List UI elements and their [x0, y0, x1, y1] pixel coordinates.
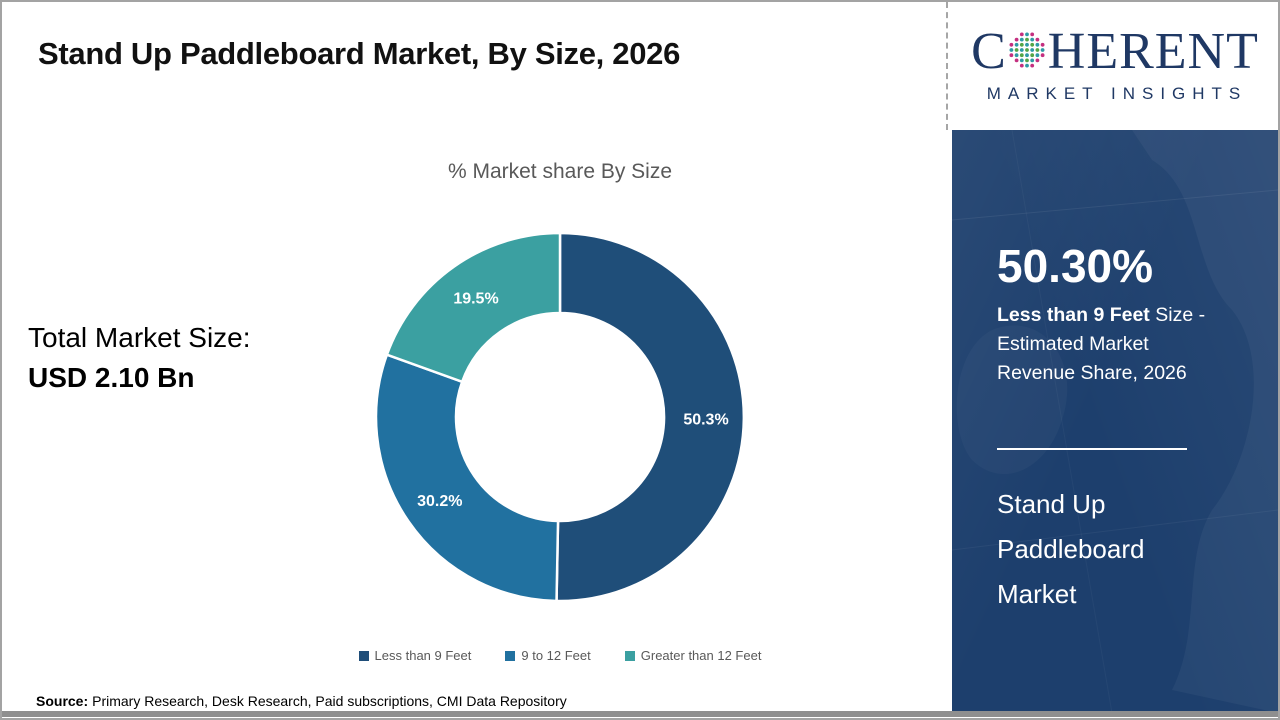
market-name: Stand Up Paddleboard Market [997, 488, 1145, 609]
logo-dot [1024, 53, 1029, 58]
logo-dot [1024, 58, 1029, 63]
legend-label: Less than 9 Feet [374, 648, 472, 663]
chart-legend: Less than 9 Feet 9 to 12 Feet Greater than… [230, 648, 890, 663]
logo-dot [1035, 58, 1040, 63]
source-text: Primary Research, Desk Research, Paid su… [92, 693, 567, 709]
logo-dot [1024, 42, 1029, 47]
legend-swatch [358, 650, 369, 661]
logo-dot [1014, 42, 1019, 47]
brand-wordmark: C HERENT [971, 26, 1259, 78]
logo-dot [1030, 42, 1034, 47]
logo-dot [1019, 63, 1024, 68]
logo-dot [1024, 37, 1029, 42]
logo-dot [1040, 53, 1045, 58]
legend-swatch [624, 650, 635, 661]
source-note: Source: Primary Research, Desk Research, … [36, 693, 567, 709]
logo-dot [1014, 48, 1019, 52]
logo-dot [1019, 32, 1024, 37]
logo-dot [1040, 42, 1045, 47]
brand-initial: C [971, 23, 1006, 80]
logo-dot [1019, 58, 1024, 63]
logo-dot [1019, 48, 1024, 52]
logo-dot [1024, 48, 1029, 52]
logo-dot [1030, 37, 1034, 42]
logo-dot [1035, 48, 1040, 52]
stat-value: 50.30% [997, 240, 1154, 292]
stat-description-rest: Size - Estimated Market Revenue Share, 2… [997, 303, 1206, 384]
legend-label: 9 to 12 Feet [521, 648, 591, 663]
logo-dot [1009, 53, 1014, 58]
logo-dot [1035, 37, 1040, 42]
legend-item: Greater than 12 Feet [624, 648, 762, 663]
globe-dots-icon [1009, 32, 1045, 68]
logo-dot [1014, 37, 1019, 42]
source-label: Source: [36, 693, 89, 709]
donut-slice [385, 231, 562, 384]
total-market-value: USD 2.10 Bn [28, 362, 195, 393]
stat-description: Less than 9 Feet Size - Estimated Market… [997, 301, 1219, 388]
logo-dot [1014, 58, 1019, 63]
brand-logo: C HERENT MARKET INSIGHTS [952, 0, 1278, 130]
logo-dot [1014, 53, 1019, 58]
highlight-sidebar: 50.30% Less than 9 Feet Size - Estimated… [952, 130, 1278, 713]
sidebar-divider-line [997, 447, 1187, 450]
logo-dot [1030, 53, 1034, 58]
slice-label: 30.2% [417, 493, 462, 510]
logo-dot [1035, 42, 1040, 47]
logo-dot [1019, 42, 1024, 47]
logo-dot [1035, 53, 1040, 58]
logo-dot [1019, 37, 1024, 42]
logo-dot [1030, 48, 1034, 52]
logo-dot [1030, 63, 1034, 68]
total-market-block: Total Market Size: USD 2.10 Bn [28, 322, 251, 394]
legend-label: Greater than 12 Feet [640, 648, 762, 663]
logo-dot [1030, 32, 1034, 37]
stat-segment-name: Less than 9 Feet [997, 303, 1150, 326]
legend-item: 9 to 12 Feet [505, 648, 591, 663]
logo-dot [1030, 58, 1034, 63]
logo-dot [1009, 48, 1014, 52]
total-market-label: Total Market Size: [28, 322, 251, 353]
logo-dot [1009, 42, 1014, 47]
donut-slice [374, 353, 560, 603]
slice-label: 19.5% [453, 291, 498, 308]
brand-subtitle: MARKET INSIGHTS [986, 84, 1248, 103]
logo-dot [1024, 32, 1029, 37]
donut-chart: 50.3% 30.2% 19.5% [350, 207, 770, 627]
donut-chart-svg: 50.3% 30.2% 19.5% [374, 231, 746, 603]
brand-rest: HERENT [1047, 23, 1259, 80]
slice-label: 50.3% [683, 411, 728, 428]
logo-dot [1019, 53, 1024, 58]
bottom-divider [0, 711, 1280, 717]
legend-swatch [505, 650, 516, 661]
logo-dot [1040, 48, 1045, 52]
page-title: Stand Up Paddleboard Market, By Size, 20… [38, 36, 681, 71]
dashed-divider [946, 2, 948, 130]
legend-item: Less than 9 Feet [358, 648, 472, 663]
donut-slice [555, 231, 746, 603]
logo-dot [1024, 63, 1029, 68]
chart-title: % Market share By Size [447, 160, 673, 183]
